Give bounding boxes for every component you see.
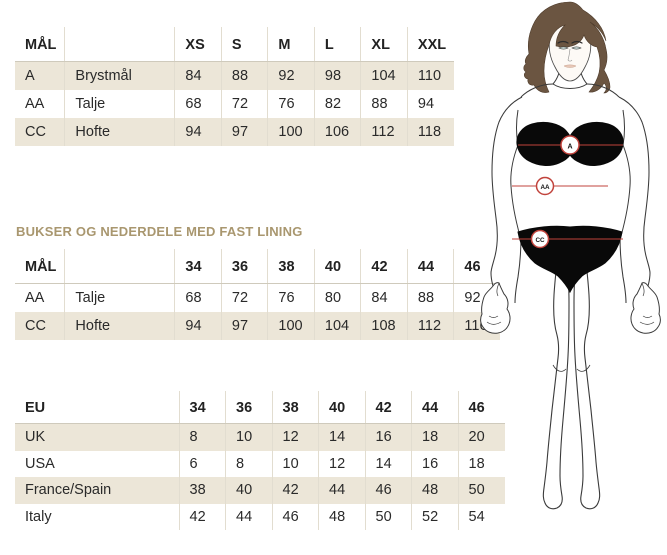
svg-text:A: A — [567, 144, 572, 151]
svg-text:CC: CC — [535, 237, 545, 244]
svg-text:AA: AA — [540, 184, 550, 191]
